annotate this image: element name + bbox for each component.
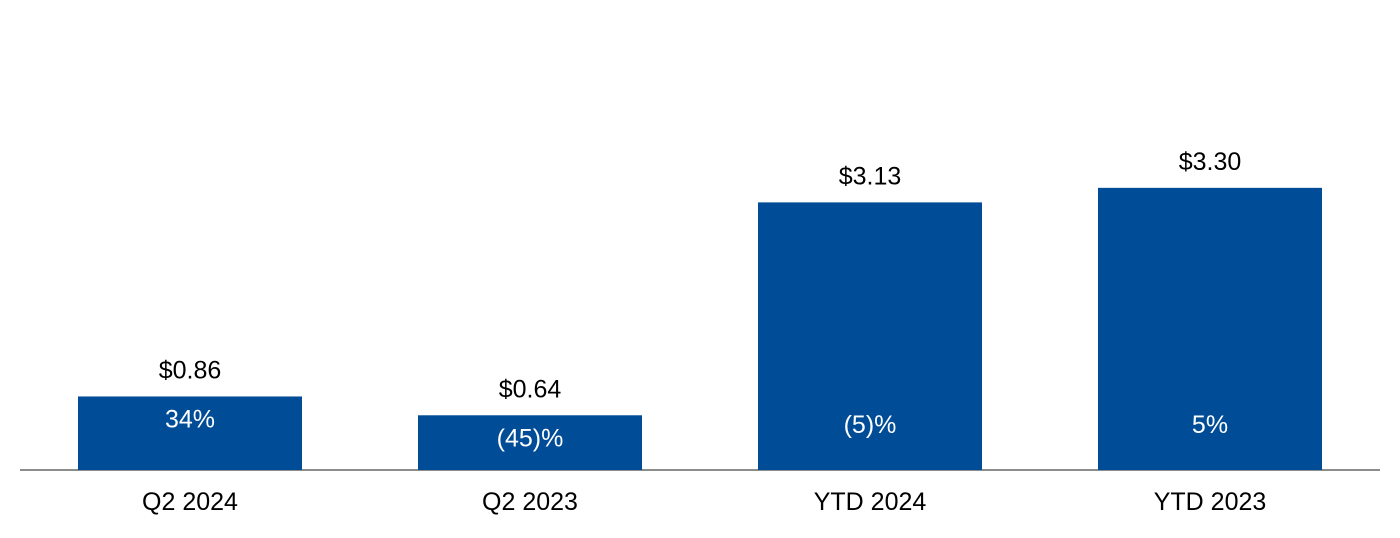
change-label: 34% xyxy=(165,405,215,433)
x-tick-label: YTD 2024 xyxy=(814,488,927,516)
change-label: (45)% xyxy=(497,424,564,452)
value-label: $0.86 xyxy=(159,356,222,384)
value-label: $0.64 xyxy=(499,375,562,403)
x-tick-label: YTD 2023 xyxy=(1154,488,1267,516)
x-tick-label: Q2 2023 xyxy=(482,488,578,516)
bar-q2-2024 xyxy=(78,396,302,470)
bar-ytd-2023 xyxy=(1098,187,1322,470)
bar-q2-2023 xyxy=(418,415,642,470)
value-label: $3.30 xyxy=(1179,148,1242,176)
bar-ytd-2024 xyxy=(758,202,982,470)
change-label: 5% xyxy=(1192,411,1228,439)
change-label: (5)% xyxy=(844,411,897,439)
value-label: $3.13 xyxy=(839,162,902,190)
x-tick-label: Q2 2024 xyxy=(142,488,238,516)
